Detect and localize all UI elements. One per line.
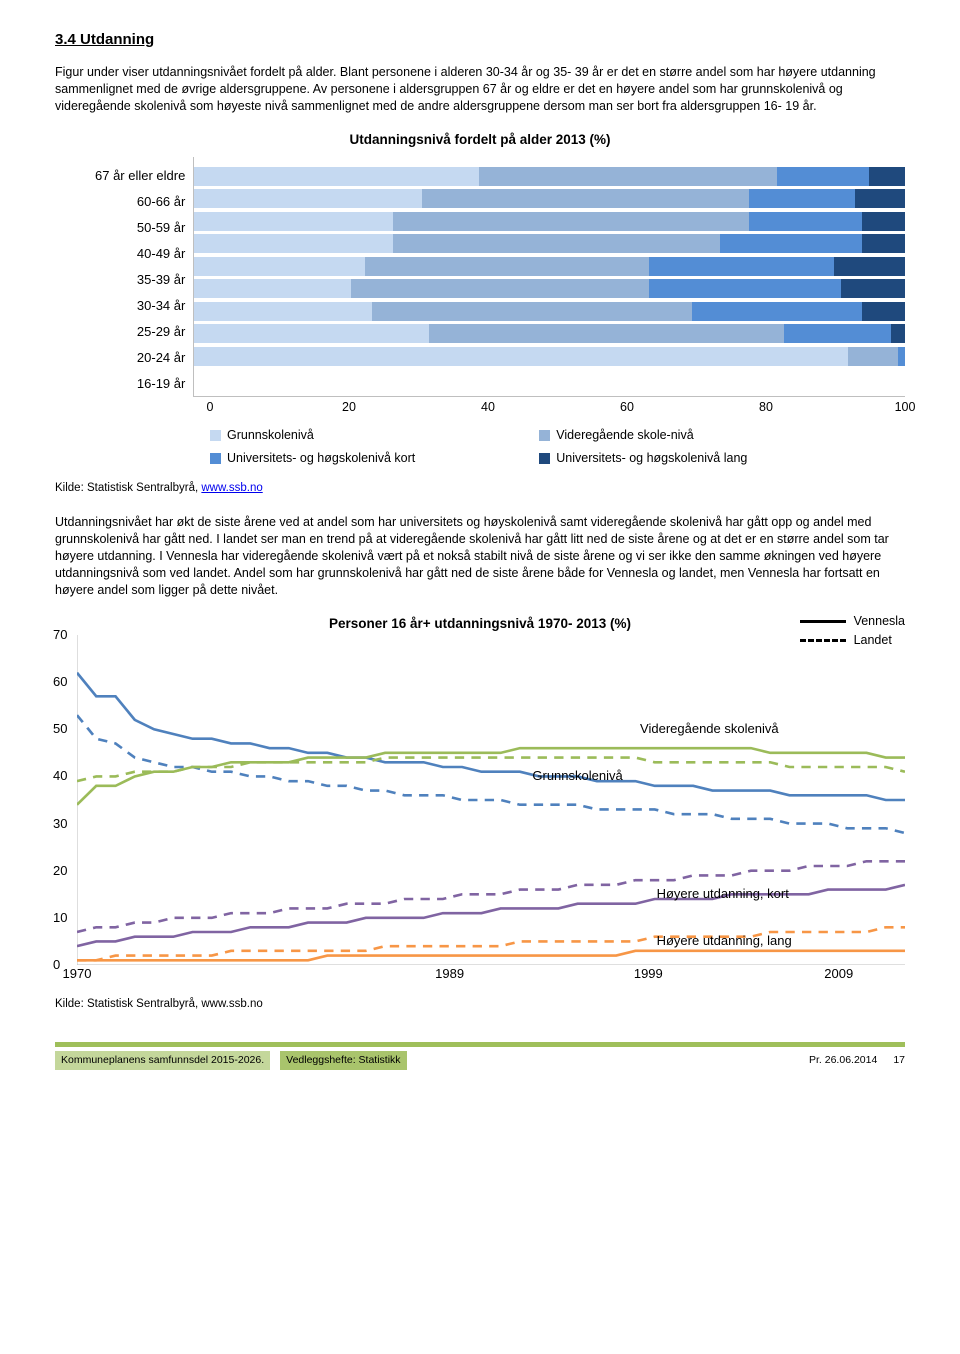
- bar-chart: 67 år eller eldre60-66 år50-59 år40-49 å…: [55, 157, 905, 467]
- line-ytick: 70: [53, 626, 67, 644]
- footer-date: Pr. 26.06.2014: [809, 1053, 877, 1067]
- bar-row: [194, 279, 905, 298]
- bar-category-label: 60-66 år: [95, 189, 185, 215]
- line-ytick: 20: [53, 862, 67, 880]
- bar-row: [194, 189, 905, 208]
- line-annotation: Videregående skolenivå: [640, 720, 779, 738]
- line-chart-header: Personer 16 år+ utdanningsnivå 1970- 201…: [55, 615, 905, 633]
- bar-xtick: 80: [759, 399, 773, 416]
- line-ytick: 40: [53, 768, 67, 786]
- bar-xtick: 100: [895, 399, 916, 416]
- source-1: Kilde: Statistisk Sentralbyrå, www.ssb.n…: [55, 481, 905, 497]
- bar-category-label: 67 år eller eldre: [95, 163, 185, 189]
- bar-row: [194, 234, 905, 253]
- line-ytick: 30: [53, 815, 67, 833]
- bar-row: [194, 302, 905, 321]
- line-xtick: 1999: [634, 965, 663, 983]
- bar-row: [194, 324, 905, 343]
- bar-category-label: 16-19 år: [95, 371, 185, 397]
- bar-category-label: 40-49 år: [95, 241, 185, 267]
- legend-solid-line: [800, 620, 846, 623]
- bar-row: [194, 257, 905, 276]
- section-heading: 3.4 Utdanning: [55, 30, 905, 50]
- line-chart-title: Personer 16 år+ utdanningsnivå 1970- 201…: [329, 615, 631, 633]
- bar-category-label: 25-29 år: [95, 319, 185, 345]
- legend-videregaende: Videregående skole-nivå: [556, 427, 693, 444]
- bar-row: [194, 167, 905, 186]
- legend-uni-kort: Universitets- og høgskolenivå kort: [227, 450, 415, 467]
- line-chart: 010203040506070Videregående skolenivåGru…: [77, 635, 905, 965]
- legend-grunnskole: Grunnskolenivå: [227, 427, 314, 444]
- bar-chart-title: Utdanningsnivå fordelt på alder 2013 (%): [55, 131, 905, 149]
- footer-left-1: Kommuneplanens samfunnsdel 2015-2026.: [55, 1051, 270, 1069]
- line-ytick: 0: [53, 956, 60, 974]
- line-annotation: Grunnskolenivå: [532, 767, 622, 785]
- intro-paragraph: Figur under viser utdanningsnivået forde…: [55, 64, 905, 115]
- bar-xtick: 40: [481, 399, 495, 416]
- line-annotation: Høyere utdanning, lang: [657, 932, 792, 950]
- page-number: 17: [893, 1053, 905, 1067]
- mid-paragraph: Utdanningsnivået har økt de siste årene …: [55, 514, 905, 598]
- line-annotation: Høyere utdanning, kort: [657, 885, 789, 903]
- bar-category-label: 30-34 år: [95, 293, 185, 319]
- bar-xtick: 60: [620, 399, 634, 416]
- source-link[interactable]: www.ssb.no: [201, 482, 262, 494]
- line-xtick: 1989: [435, 965, 464, 983]
- bar-category-label: 20-24 år: [95, 345, 185, 371]
- line-xtick: 2009: [824, 965, 853, 983]
- bar-row: [194, 347, 905, 366]
- line-ytick: 10: [53, 909, 67, 927]
- bar-xtick: 0: [207, 399, 214, 416]
- legend-uni-lang: Universitets- og høgskolenivå lang: [556, 450, 747, 467]
- line-ytick: 50: [53, 720, 67, 738]
- page-footer: Kommuneplanens samfunnsdel 2015-2026. Ve…: [55, 1042, 905, 1069]
- bar-xtick: 20: [342, 399, 356, 416]
- bar-row: [194, 212, 905, 231]
- line-xtick: 1970: [63, 965, 92, 983]
- footer-left-2: Vedleggshefte: Statistikk: [280, 1051, 406, 1069]
- bar-category-label: 50-59 år: [95, 215, 185, 241]
- source-2: Kilde: Statistisk Sentralbyrå, www.ssb.n…: [55, 997, 905, 1013]
- line-ytick: 60: [53, 673, 67, 691]
- bar-category-label: 35-39 år: [95, 267, 185, 293]
